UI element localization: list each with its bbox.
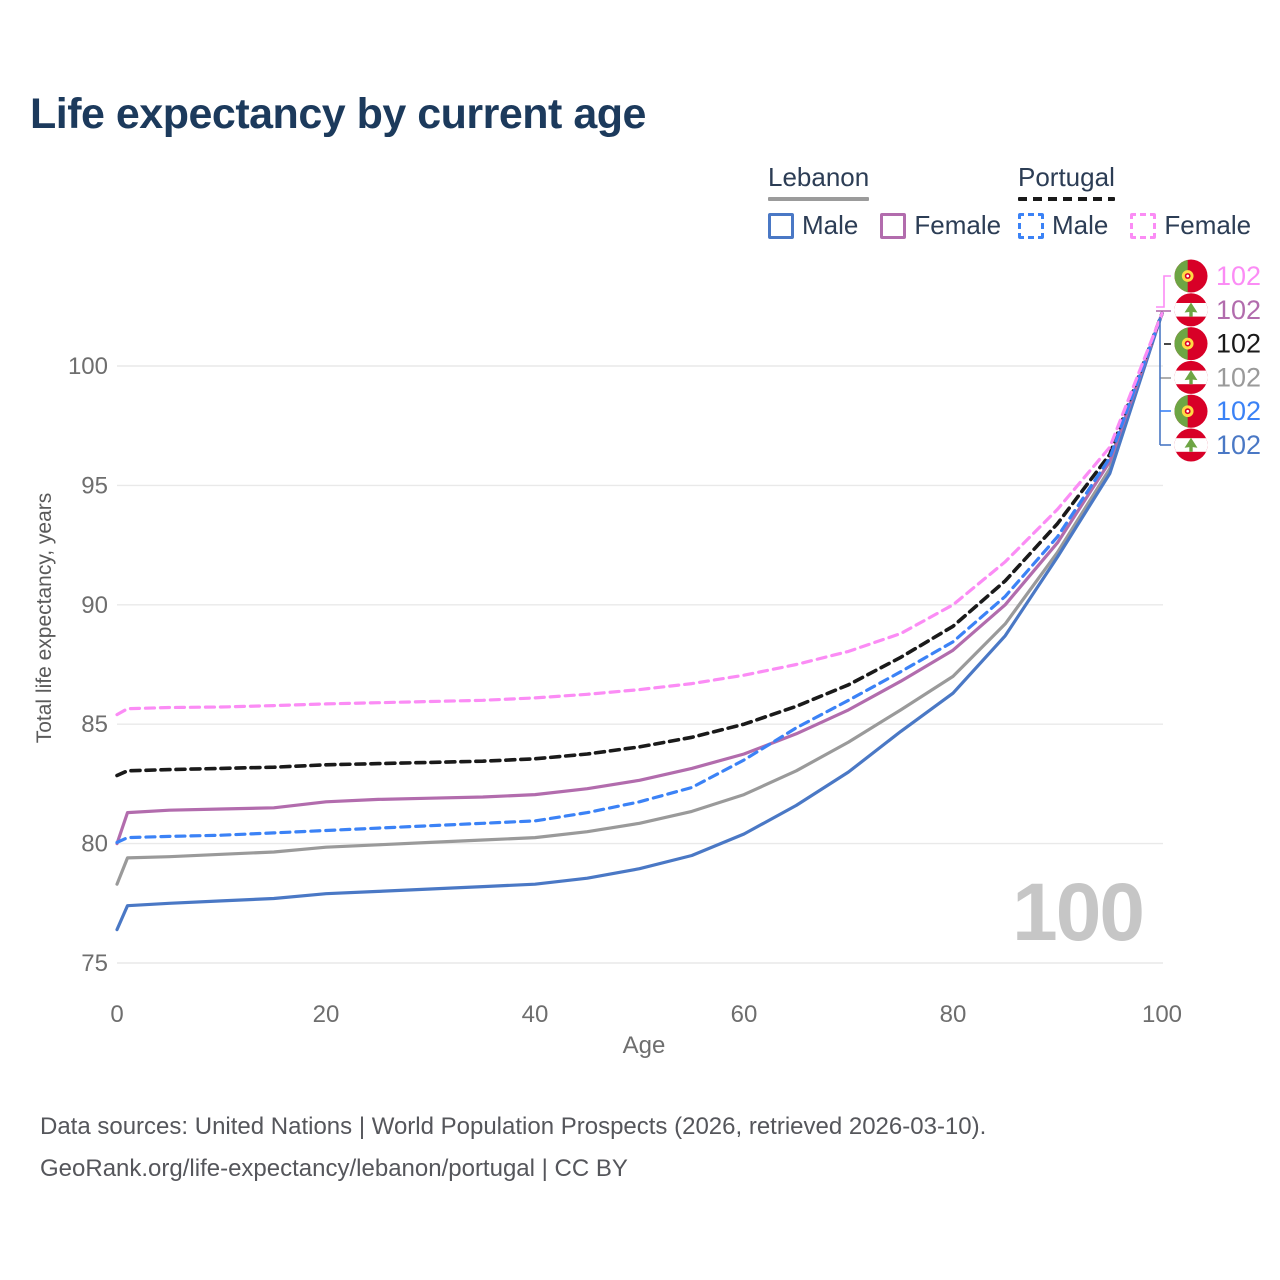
legend-header-lebanon[interactable]: Lebanon (768, 162, 870, 201)
end-value-lebanon-female: 102 (1216, 295, 1261, 325)
leader-line (1156, 275, 1171, 308)
end-label-leaders (1156, 275, 1171, 446)
x-tick-40: 40 (522, 1001, 549, 1028)
line-lebanon-all[interactable] (115, 311, 1164, 886)
x-tick-60: 60 (731, 1001, 758, 1028)
end-value-portugal-female: 102 (1216, 261, 1261, 291)
end-value-lebanon-all: 102 (1216, 362, 1261, 392)
legend-header-portugal-label: Portugal (1018, 162, 1115, 192)
axis-ticks: 75 80 85 90 95 100 0 20 40 60 80 100 (68, 353, 1182, 1028)
flag-portugal-icon (1174, 394, 1208, 428)
series-lines (115, 311, 1164, 932)
x-tick-80: 80 (940, 1001, 967, 1028)
source-line-2[interactable]: GeoRank.org/life-expectancy/lebanon/port… (40, 1155, 628, 1182)
gridlines (117, 365, 1163, 964)
x-tick-0: 0 (110, 1001, 123, 1028)
y-tick-100: 100 (68, 353, 108, 380)
y-tick-80: 80 (81, 831, 108, 858)
end-value-portugal-all: 102 (1216, 329, 1261, 359)
lebanon-line-style-swatch (768, 197, 870, 201)
legend-label-lebanon-female[interactable]: Female (914, 210, 1002, 240)
legend-swatch-lebanon-male[interactable] (768, 212, 794, 239)
flag-lebanon-icon (1174, 293, 1208, 327)
legend-swatch-portugal-female[interactable] (1130, 212, 1157, 239)
line-lebanon-male[interactable] (115, 311, 1164, 932)
y-tick-90: 90 (81, 592, 108, 619)
data-source-note: Data sources: United Nations | World Pop… (40, 1106, 986, 1190)
end-value-lebanon-male: 102 (1216, 430, 1261, 460)
current-age-indicator: 100 (1012, 867, 1145, 958)
portugal-line-style-swatch (1018, 197, 1115, 201)
page-title: Life expectancy by current age (30, 90, 646, 138)
flag-portugal-icon (1174, 259, 1208, 293)
line-portugal-female[interactable] (115, 311, 1164, 717)
legend-label-portugal-male[interactable]: Male (1052, 210, 1109, 240)
x-tick-20: 20 (313, 1001, 340, 1028)
line-portugal-all[interactable] (115, 311, 1164, 778)
flag-lebanon-icon (1174, 360, 1208, 394)
legend-header-lebanon-label: Lebanon (768, 162, 870, 192)
legend-label-lebanon-male[interactable]: Male (802, 210, 859, 240)
legend-group-portugal: Portugal Male Female (1018, 162, 1265, 241)
end-value-portugal-male: 102 (1216, 396, 1261, 426)
legend-swatch-portugal-male[interactable] (1018, 212, 1044, 239)
line-portugal-male[interactable] (115, 311, 1164, 845)
y-tick-75: 75 (81, 950, 108, 977)
legend-swatch-lebanon-female[interactable] (880, 212, 907, 239)
legend-group-lebanon: Lebanon Male Female (768, 162, 1015, 241)
x-axis-title: Age (622, 1032, 666, 1059)
y-tick-85: 85 (81, 711, 108, 738)
flag-lebanon-icon (1174, 428, 1208, 462)
legend-label-portugal-female[interactable]: Female (1164, 210, 1252, 240)
line-lebanon-female[interactable] (115, 311, 1164, 846)
legend-header-portugal[interactable]: Portugal (1018, 162, 1115, 201)
flag-portugal-icon (1174, 327, 1208, 361)
x-tick-100: 100 (1142, 1001, 1182, 1028)
y-tick-95: 95 (81, 472, 108, 499)
y-axis-title: Total life expectancy, years (33, 492, 56, 744)
source-line-1: Data sources: United Nations | World Pop… (40, 1113, 987, 1140)
